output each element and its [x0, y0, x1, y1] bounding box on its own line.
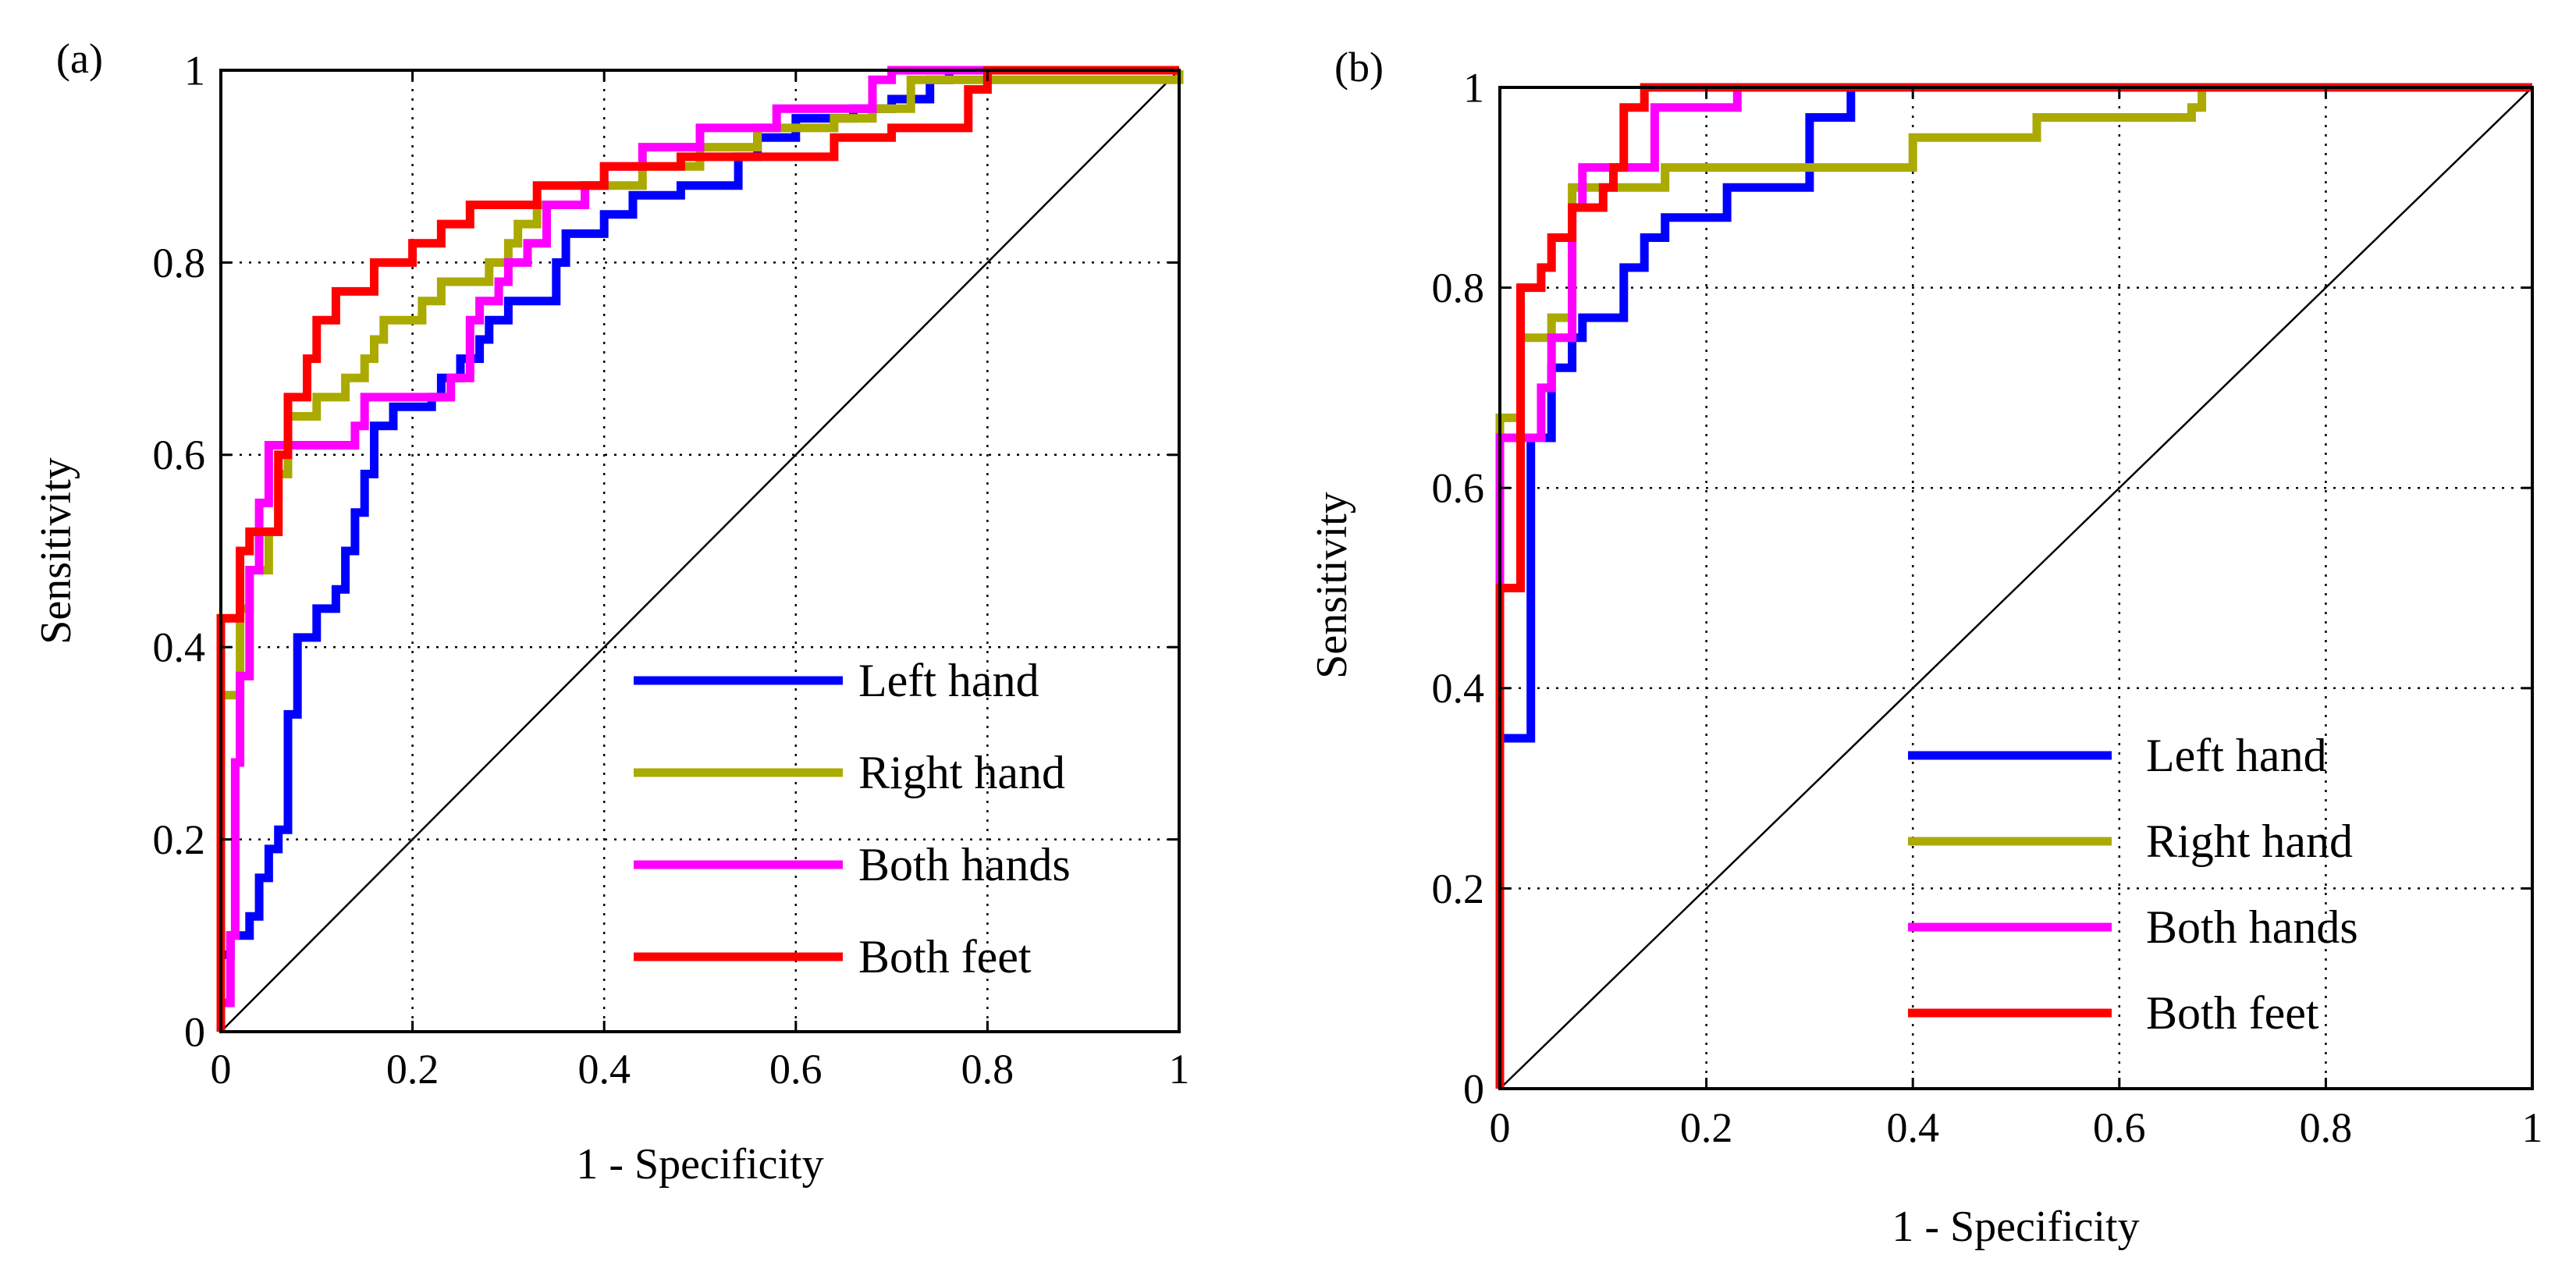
legend-label: Left hand	[2146, 730, 2327, 781]
y-tick-label: 0.2	[1432, 865, 1485, 912]
panel-label: (a)	[56, 35, 103, 82]
y-tick-label: 0.2	[153, 816, 206, 863]
y-tick-label: 1	[184, 47, 205, 94]
x-tick-label: 0.2	[386, 1046, 439, 1093]
legend-label: Both hands	[858, 839, 1071, 890]
roc-curve-both-feet	[1495, 83, 2532, 1089]
diagonal-reference-line	[220, 69, 1180, 1032]
x-tick-label: 0.4	[1886, 1104, 1939, 1151]
y-tick-label: 0.6	[153, 432, 206, 478]
legend-label: Left hand	[858, 655, 1039, 706]
x-tick-label: 0.2	[1680, 1104, 1733, 1151]
roc-curve-both-hands	[216, 66, 1179, 1032]
y-axis-label: Sensitivity	[32, 457, 80, 645]
legend-label: Both feet	[858, 931, 1032, 983]
legend-label: Both hands	[2146, 901, 2358, 953]
y-axis-label: Sensitivity	[1308, 492, 1356, 679]
diagonal-reference-line	[1499, 87, 2533, 1089]
x-tick-label: 0.8	[2300, 1104, 2353, 1151]
panel-label: (b)	[1334, 44, 1384, 91]
legend-label: Right hand	[2146, 816, 2353, 867]
y-tick-label: 0.8	[1432, 265, 1485, 311]
legend-label: Both feet	[2146, 987, 2319, 1039]
x-tick-label: 0	[211, 1046, 232, 1093]
y-tick-label: 0	[1463, 1065, 1484, 1112]
x-tick-label: 0.6	[2093, 1104, 2146, 1151]
y-tick-label: 0.4	[153, 624, 206, 671]
x-tick-label: 1	[1169, 1046, 1190, 1093]
roc-chart-second: (b) 0 0.2 0.4 0.6 0.8 1 0 0.2 0.4 0.6 0.8 1 1 - Speci…	[1308, 44, 2543, 1251]
x-tick-label: 0.8	[961, 1046, 1014, 1093]
plot-area-frame	[219, 69, 1181, 1033]
roc-curve-both-feet	[216, 66, 1179, 1032]
x-tick-label: 0.4	[577, 1046, 631, 1093]
x-tick-label: 0	[1490, 1104, 1511, 1151]
x-axis-label: 1 - Specificity	[576, 1140, 823, 1189]
y-tick-label: 0	[184, 1008, 205, 1055]
x-tick-label: 1	[2522, 1104, 2543, 1151]
y-tick-label: 0.8	[153, 240, 206, 286]
x-axis-label: 1 - Specificity	[1892, 1203, 2139, 1251]
y-tick-label: 0.6	[1432, 465, 1485, 512]
y-tick-label: 1	[1463, 64, 1484, 111]
legend-label: Right hand	[858, 747, 1065, 798]
plot-area-frame	[1498, 86, 2534, 1090]
y-tick-label: 0.4	[1432, 665, 1485, 712]
roc-chart-left-hand-right-hand-both: (a) 0 0.2 0.4 0.6 0.8 1 0 0.2 0.4 0.6 0.8 1 1 - Speci…	[32, 35, 1190, 1189]
x-tick-label: 0.6	[769, 1046, 823, 1093]
